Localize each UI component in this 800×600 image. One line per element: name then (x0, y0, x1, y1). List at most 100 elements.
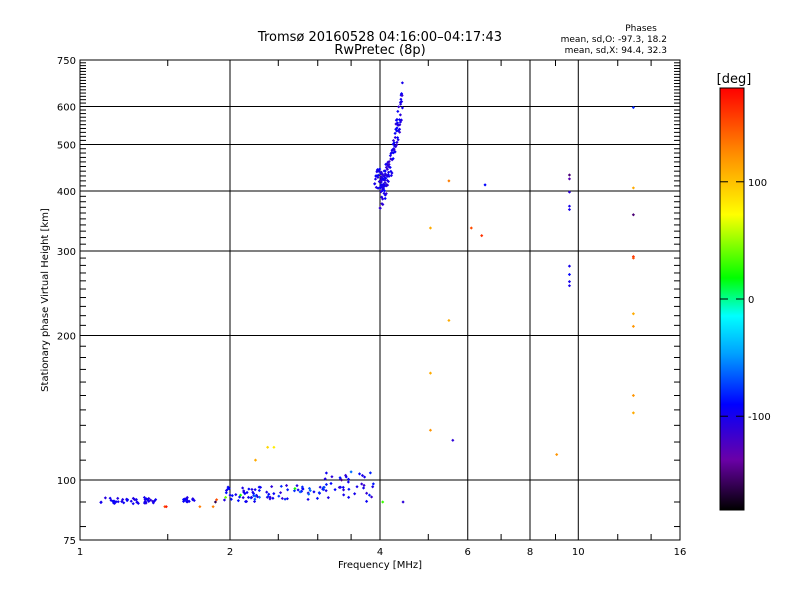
data-point (379, 170, 383, 174)
data-point (122, 501, 126, 505)
data-point (391, 151, 395, 155)
data-point (120, 499, 124, 504)
data-point (631, 324, 635, 328)
data-point (266, 445, 270, 449)
data-point (308, 488, 312, 493)
data-point (236, 499, 240, 503)
data-point (246, 495, 251, 499)
data-point (400, 93, 404, 98)
data-point (399, 118, 403, 123)
data-point (279, 484, 283, 488)
data-point (258, 485, 263, 489)
data-point (99, 500, 103, 505)
data-point (367, 493, 372, 497)
data-point (389, 169, 393, 174)
data-point (296, 488, 300, 492)
data-point (341, 488, 346, 492)
x-tick-labels: 1 2 4 6 8 10 16 (77, 547, 687, 558)
y-tick-label: 75 (63, 536, 76, 547)
data-point (211, 505, 215, 509)
plot-grid (80, 60, 680, 540)
data-point (103, 496, 107, 500)
data-point (631, 256, 635, 260)
data-point (183, 498, 187, 502)
data-point (428, 371, 433, 375)
data-point (228, 493, 232, 497)
data-point (383, 196, 387, 201)
data-point (121, 497, 125, 502)
data-point (631, 213, 635, 217)
x-tick-label: 6 (465, 547, 471, 558)
data-point (267, 492, 271, 496)
data-point (245, 490, 249, 495)
data-point (142, 495, 147, 500)
chart-title: Tromsø 20160528 04:16:00–04:17:43 (257, 30, 502, 45)
data-point (321, 485, 326, 490)
y-tick-label: 300 (57, 247, 76, 258)
data-point (469, 226, 473, 230)
data-point (229, 497, 233, 501)
data-point (278, 491, 283, 495)
data-point (380, 202, 385, 206)
data-point (144, 497, 148, 501)
data-point (164, 505, 168, 509)
data-point (384, 191, 388, 196)
data-point (567, 204, 572, 208)
x-tick-label: 4 (377, 547, 383, 558)
data-point (447, 318, 451, 323)
data-point (226, 485, 230, 489)
data-points (99, 81, 635, 509)
data-point (400, 106, 405, 110)
data-point (376, 167, 380, 172)
data-point (251, 492, 256, 496)
data-point (347, 487, 351, 491)
data-point (379, 183, 384, 187)
data-point (238, 493, 243, 497)
data-point (307, 486, 312, 491)
data-point (198, 505, 202, 509)
data-point (247, 487, 251, 491)
phases-heading: Phases (625, 24, 657, 34)
data-point (384, 176, 388, 180)
x-tick-label: 2 (227, 547, 233, 558)
data-point (395, 140, 399, 144)
data-point (382, 169, 386, 173)
data-point (631, 105, 635, 110)
data-point (237, 495, 242, 499)
data-point (234, 493, 238, 497)
chart-subtitle: RwPretec (8p) (334, 43, 425, 58)
data-point (389, 157, 393, 161)
data-point (447, 179, 451, 183)
data-point (346, 480, 350, 484)
data-point (567, 280, 572, 284)
data-point (567, 190, 572, 194)
data-point (400, 100, 404, 104)
data-point (185, 495, 189, 500)
colorbar-tick-label: 0 (748, 295, 754, 306)
x-axis-label: Frequency [MHz] (338, 560, 422, 571)
data-point (268, 495, 272, 499)
data-point (389, 151, 393, 156)
data-point (373, 177, 378, 181)
data-point (341, 485, 345, 489)
data-point (272, 445, 276, 449)
data-point (224, 491, 228, 495)
data-point (393, 150, 397, 154)
data-point (567, 173, 572, 177)
data-point (376, 173, 380, 177)
data-point (284, 483, 289, 488)
data-point (182, 499, 186, 504)
data-point (253, 494, 257, 498)
data-point (243, 492, 247, 496)
data-point (387, 162, 391, 167)
data-point (631, 393, 635, 398)
data-point (631, 411, 635, 415)
data-point (401, 500, 405, 504)
data-point (362, 475, 367, 479)
data-point (349, 470, 353, 474)
data-point (143, 499, 147, 504)
data-point (347, 495, 351, 500)
data-point (255, 495, 260, 499)
data-point (398, 130, 402, 134)
